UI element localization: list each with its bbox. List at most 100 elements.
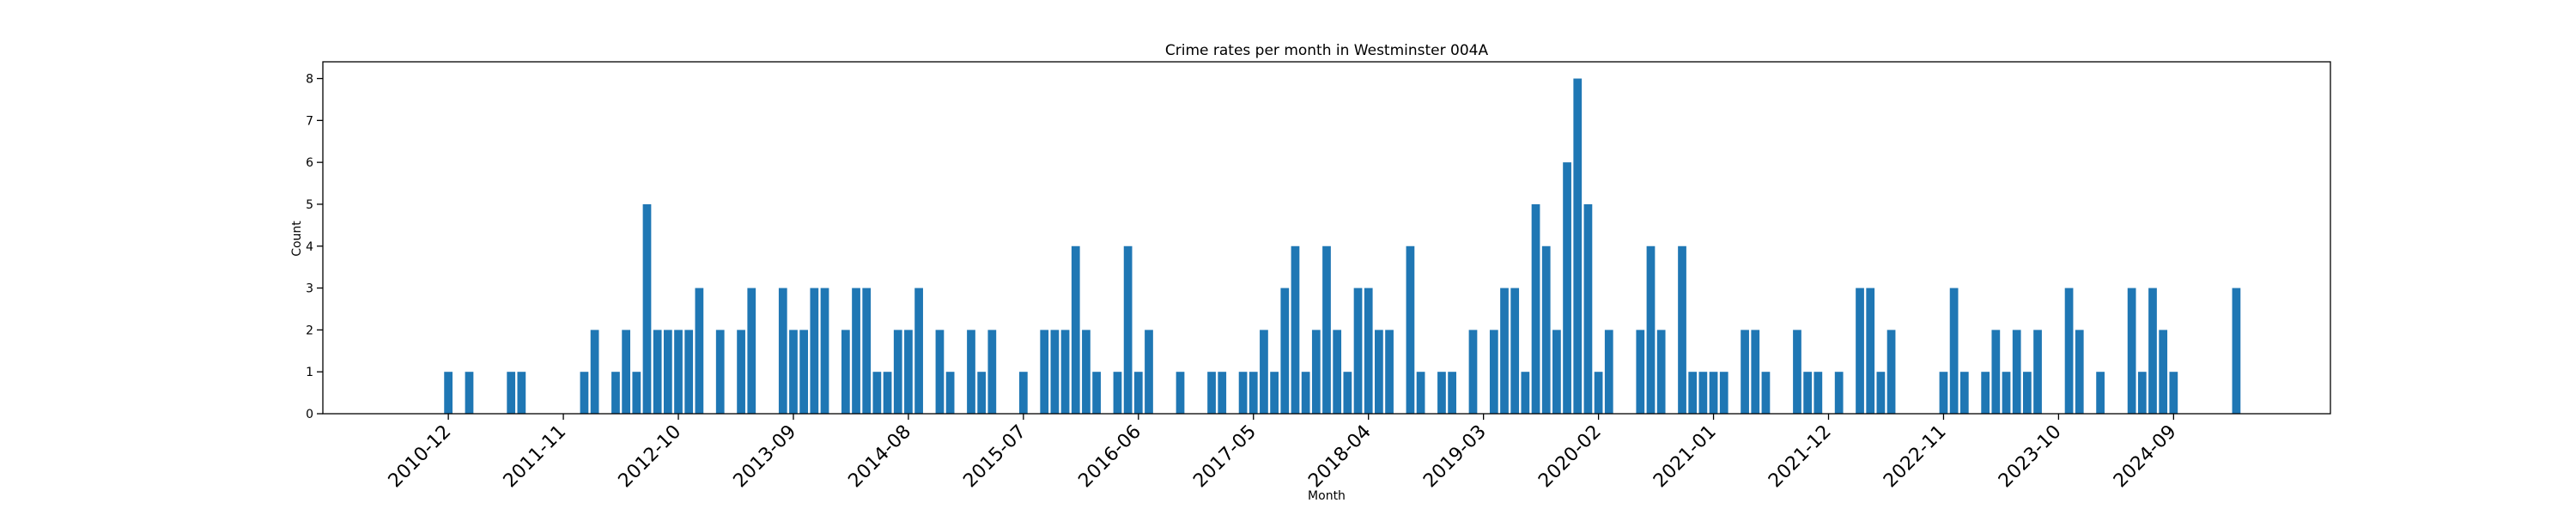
bar xyxy=(1552,330,1561,414)
bar xyxy=(1981,372,1990,414)
bar xyxy=(1082,330,1091,414)
bar xyxy=(904,330,913,414)
bar xyxy=(1531,203,1540,414)
bar xyxy=(2064,288,2074,414)
bar xyxy=(737,330,745,414)
bar xyxy=(841,330,850,414)
bar xyxy=(580,372,589,414)
bar xyxy=(1343,372,1352,414)
bar xyxy=(1270,372,1279,414)
bar xyxy=(2137,372,2147,414)
bar xyxy=(945,372,955,414)
bar xyxy=(465,372,474,414)
bar xyxy=(883,372,892,414)
bar xyxy=(2012,330,2021,414)
x-tick-label: 2018-04 xyxy=(1304,421,1376,493)
bar xyxy=(935,330,945,414)
bars xyxy=(444,78,2241,415)
bar xyxy=(977,372,987,414)
x-tick-label: 2015-07 xyxy=(959,421,1030,493)
bar xyxy=(820,288,829,414)
bar xyxy=(1939,372,1948,414)
bar xyxy=(1092,372,1101,414)
x-tick-label: 2016-06 xyxy=(1074,421,1145,493)
bar xyxy=(1741,330,1749,414)
bar xyxy=(1489,330,1498,414)
bar xyxy=(778,288,787,414)
bar xyxy=(1991,330,2001,414)
bar xyxy=(2159,330,2168,414)
bar xyxy=(1238,372,1248,414)
y-axis-label: Count xyxy=(290,221,304,257)
y-tick-label: 7 xyxy=(306,114,313,128)
y-tick-label: 6 xyxy=(306,156,313,170)
bar xyxy=(1071,245,1080,414)
bar xyxy=(2075,330,2084,414)
x-tick-label: 2021-12 xyxy=(1765,421,1836,493)
y-tick-label: 0 xyxy=(306,408,313,421)
bar xyxy=(747,288,756,414)
bar xyxy=(1249,372,1258,414)
bar xyxy=(1959,372,1969,414)
bar xyxy=(1448,372,1456,414)
bar xyxy=(1573,78,1583,415)
bar xyxy=(1719,372,1728,414)
bar xyxy=(1886,330,1896,414)
bar xyxy=(2127,288,2136,414)
bar xyxy=(1656,330,1666,414)
bar xyxy=(1416,372,1425,414)
x-tick-label: 2024-09 xyxy=(2110,421,2181,493)
bar xyxy=(1291,245,1300,414)
bar xyxy=(1583,203,1593,414)
bar xyxy=(1364,288,1373,414)
bar xyxy=(1866,288,1875,414)
bar xyxy=(799,330,809,414)
bar xyxy=(1311,330,1321,414)
bar xyxy=(1207,372,1216,414)
bar xyxy=(1176,372,1185,414)
x-tick-label: 2011-11 xyxy=(500,421,571,493)
bar xyxy=(1280,288,1290,414)
bar xyxy=(1949,288,1959,414)
bar xyxy=(1636,330,1645,414)
x-tick-label: 2023-10 xyxy=(1995,421,2066,493)
bar xyxy=(1688,372,1698,414)
bar xyxy=(1322,245,1331,414)
bar xyxy=(1521,372,1530,414)
bar xyxy=(987,330,997,414)
bar xyxy=(1761,372,1771,414)
chart-title: Crime rates per month in Westminster 004… xyxy=(1165,42,1489,59)
bar xyxy=(684,330,694,414)
bar xyxy=(444,372,453,414)
bar xyxy=(852,288,860,414)
bar xyxy=(2169,372,2178,414)
bar xyxy=(914,288,923,414)
bar xyxy=(1040,330,1049,414)
bar xyxy=(2002,372,2011,414)
bar xyxy=(590,330,599,414)
bar xyxy=(1375,330,1383,414)
bar xyxy=(632,372,641,414)
bar xyxy=(715,330,725,414)
x-tick-label: 2021-01 xyxy=(1649,421,1721,493)
plot-frame xyxy=(322,61,2331,415)
bar xyxy=(893,330,902,414)
bar xyxy=(1333,330,1342,414)
bar xyxy=(1814,372,1823,414)
bar xyxy=(2022,372,2032,414)
bar xyxy=(1468,330,1478,414)
bar xyxy=(967,330,975,414)
x-axis-label: Month xyxy=(1308,489,1346,503)
y-tick-label: 3 xyxy=(306,282,313,296)
x-tick-label: 2013-09 xyxy=(730,421,801,493)
bar xyxy=(1113,372,1122,414)
bar xyxy=(1500,288,1509,414)
y-axis: 0 1 2 3 4 5 6 7 8 xyxy=(306,73,323,421)
x-tick-label: 2020-02 xyxy=(1534,421,1606,493)
bar xyxy=(1018,372,1028,414)
bar xyxy=(1646,245,1656,414)
x-axis: 2010-12 2011-11 2012-10 2013-09 2014-08 2015-… xyxy=(385,414,2181,492)
x-tick-label: 2012-10 xyxy=(615,421,686,493)
bar xyxy=(695,288,704,414)
bar xyxy=(1751,330,1760,414)
